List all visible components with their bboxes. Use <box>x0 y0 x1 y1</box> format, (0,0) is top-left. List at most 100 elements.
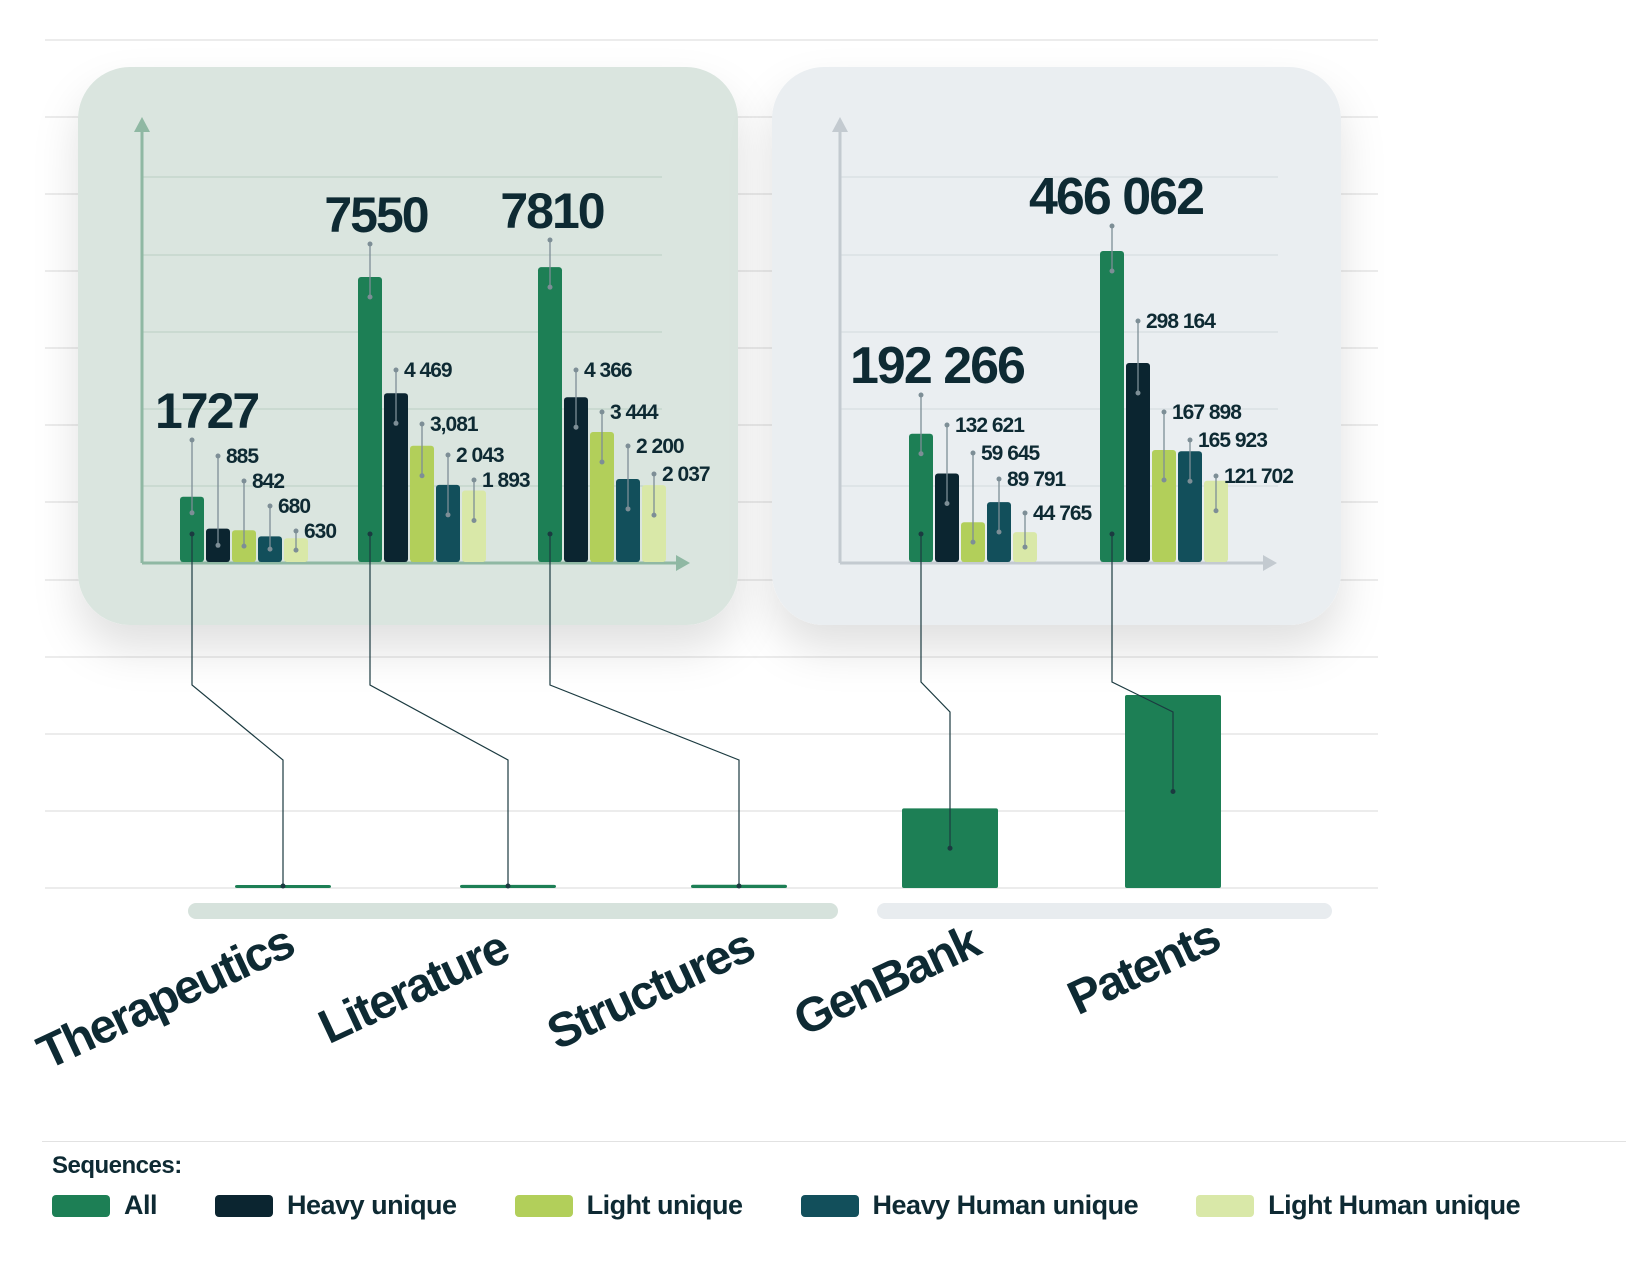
label-dot <box>1213 508 1219 514</box>
connector-dot <box>918 531 924 537</box>
bar-structures-heavy-unique <box>564 397 588 562</box>
label-dot <box>1187 437 1193 443</box>
legend-item: Heavy Human unique <box>800 1190 1139 1221</box>
label-dot <box>573 367 579 373</box>
data-label-light-human-unique: 2 037 <box>662 463 710 486</box>
label-dot <box>471 477 477 483</box>
label-dot <box>918 451 924 457</box>
label-dot <box>241 543 247 549</box>
x-axis-arrow-icon <box>676 555 690 571</box>
connector-line <box>920 534 951 849</box>
category-label-literature: Literature <box>311 921 517 1055</box>
category-bracket-public <box>877 903 1332 919</box>
connector-dot <box>280 883 286 889</box>
data-label-light-human-unique: 1 893 <box>482 469 530 492</box>
connector-dot <box>367 531 373 537</box>
data-label-light-human-unique: 630 <box>304 520 336 543</box>
data-label-light-human-unique: 121 702 <box>1224 465 1293 488</box>
data-label-all: 7550 <box>324 187 427 243</box>
legend-swatch <box>52 1194 110 1217</box>
legend-title: Sequences: <box>52 1152 182 1179</box>
category-label-therapeutics: Therapeutics <box>30 916 302 1080</box>
label-dot <box>419 421 425 427</box>
legend-swatch <box>1196 1194 1255 1217</box>
category-label-genbank: GenBank <box>786 914 989 1046</box>
data-label-all: 192 266 <box>850 337 1025 395</box>
label-dot <box>996 476 1002 482</box>
legend-item: Light unique <box>514 1190 743 1221</box>
label-dot <box>1135 390 1141 396</box>
data-label-light-human-unique: 44 765 <box>1033 502 1093 525</box>
label-dot <box>215 542 221 548</box>
label-dot <box>1161 477 1167 483</box>
label-dot <box>393 367 399 373</box>
bar-genbank-all <box>909 433 933 562</box>
label-dot <box>215 453 221 459</box>
data-label-light-unique: 3,081 <box>430 413 479 436</box>
data-label-light-unique: 167 898 <box>1172 401 1242 424</box>
label-dot <box>573 424 579 430</box>
category-bracket-curated <box>188 903 838 919</box>
label-dot <box>1109 223 1115 229</box>
bar-patents-all <box>1100 251 1124 562</box>
bar-patents-light-unique <box>1152 449 1176 562</box>
data-label-heavy-human-unique: 89 791 <box>1007 468 1067 491</box>
y-axis-arrow-icon <box>134 117 150 132</box>
label-dot <box>267 546 273 552</box>
legend: Sequences: All Heavy unique Light unique He… <box>52 1152 1612 1221</box>
label-dot <box>1135 318 1141 324</box>
label-dot <box>1161 409 1167 415</box>
y-axis-arrow-icon <box>832 117 848 132</box>
legend-label: Light unique <box>586 1190 743 1220</box>
legend-swatch <box>215 1194 274 1217</box>
label-dot <box>367 241 373 247</box>
legend-label: All <box>124 1190 158 1220</box>
label-dot <box>1022 544 1028 550</box>
label-dot <box>918 392 924 398</box>
label-dot <box>471 518 477 524</box>
legend-label: Light Human unique <box>1268 1190 1521 1220</box>
label-dot <box>625 506 631 512</box>
data-label-light-unique: 3 444 <box>610 401 659 424</box>
label-dot <box>267 503 273 509</box>
bar-patents-heavy-human-unique <box>1178 451 1202 562</box>
data-label-heavy-unique: 4 469 <box>404 359 452 382</box>
label-dot <box>445 512 451 518</box>
bar-structures-all <box>538 267 562 562</box>
bar-literature-light-unique <box>410 445 434 562</box>
legend-swatch <box>800 1194 859 1217</box>
data-label-all: 466 062 <box>1029 168 1203 226</box>
connector-line <box>369 534 509 887</box>
legend-divider <box>42 1141 1626 1142</box>
label-dot <box>651 471 657 477</box>
bar-patents-light-human-unique <box>1204 480 1228 562</box>
connector-line <box>549 534 740 887</box>
connector-dot <box>1109 531 1115 537</box>
connector-dot <box>736 883 742 889</box>
label-dot <box>970 539 976 545</box>
connector-dot <box>947 845 953 851</box>
label-dot <box>393 420 399 426</box>
label-dot <box>547 237 553 243</box>
data-label-light-unique: 59 645 <box>981 442 1041 465</box>
label-dot <box>970 450 976 456</box>
label-dot <box>651 512 657 518</box>
connector-dot <box>547 531 553 537</box>
data-label-heavy-human-unique: 2 043 <box>456 444 504 467</box>
data-label-heavy-human-unique: 2 200 <box>636 435 684 458</box>
bar-therapeutics-all <box>180 496 204 562</box>
legend-item: All <box>52 1190 158 1221</box>
label-dot <box>241 478 247 484</box>
bar-patents-heavy-unique <box>1126 363 1150 562</box>
data-label-light-unique: 842 <box>252 470 284 493</box>
label-dot <box>599 459 605 465</box>
legend-label: Heavy unique <box>287 1190 457 1220</box>
label-dot <box>996 529 1002 535</box>
x-axis-arrow-icon <box>1263 555 1277 571</box>
data-label-heavy-human-unique: 680 <box>278 495 310 518</box>
connector-dot <box>505 883 511 889</box>
data-label-heavy-unique: 885 <box>226 445 259 468</box>
category-label-structures: Structures <box>540 919 762 1060</box>
data-label-all: 7810 <box>500 183 603 239</box>
